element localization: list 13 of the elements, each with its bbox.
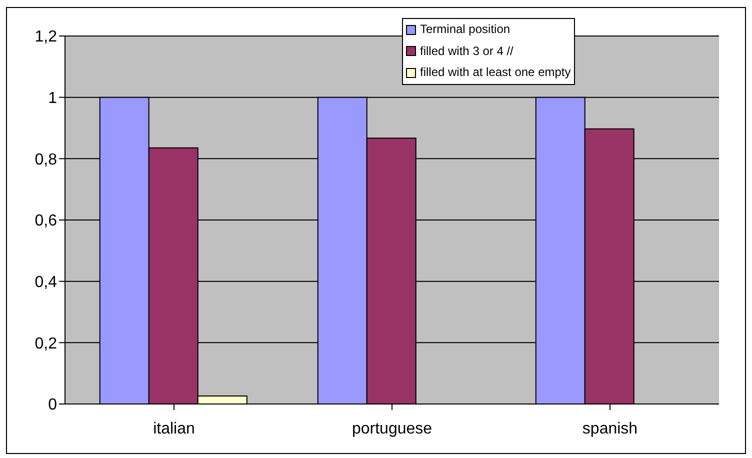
x-tick-label: italian [153, 420, 195, 438]
y-tick-label: 1 [48, 90, 58, 108]
x-tick-label: portuguese [352, 420, 432, 438]
x-tick-label: spanish [582, 420, 638, 438]
y-tick-label: 0,8 [34, 151, 58, 168]
legend-label: Terminal position [419, 21, 512, 38]
legend-label: filled with at least one empty [419, 64, 571, 81]
y-tick-label: 1,2 [34, 28, 58, 46]
y-tick-label: 0,6 [34, 212, 58, 230]
y-tick-label: 0,2 [34, 335, 58, 352]
legend-label: filled with 3 or 4 // [419, 42, 514, 60]
y-tick-label: 0 [48, 396, 58, 414]
y-tick-label: 0,4 [34, 274, 58, 292]
